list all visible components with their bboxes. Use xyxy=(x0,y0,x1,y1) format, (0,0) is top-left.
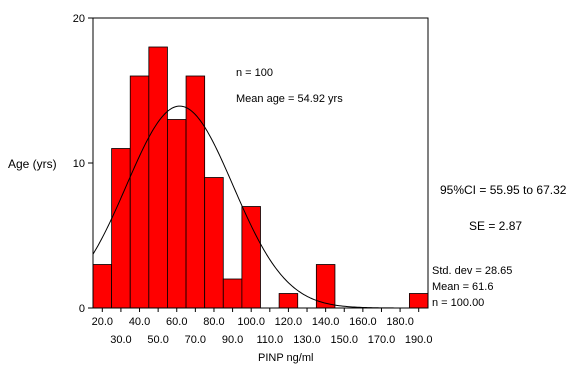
ci-annotation: 95%CI = 55.95 to 67.32 xyxy=(440,183,567,197)
y-axis-ticks: 0 10 20 xyxy=(73,13,93,315)
bar-80.0 xyxy=(204,177,224,309)
x-tick-label: 50.0 xyxy=(147,334,168,346)
x-tick-label: 190.0 xyxy=(405,334,433,346)
x-tick-label: 180.0 xyxy=(386,316,414,328)
x-axis-ticks: 20.0 30.0 40.0 50.0 60.0 70.0 80.0 90.0 100.0 110… xyxy=(92,308,433,346)
x-tick-label: 130.0 xyxy=(293,334,321,346)
x-tick-label: 110.0 xyxy=(256,334,283,346)
y-tick-label: 10 xyxy=(73,158,85,170)
y-tick-label: 20 xyxy=(73,13,85,25)
x-tick-label: 90.0 xyxy=(222,334,243,346)
bar-70.0 xyxy=(185,75,206,309)
bar-100.0 xyxy=(241,206,261,309)
bar-30.0 xyxy=(111,148,131,309)
stats-n: n = 100.00 xyxy=(432,297,485,309)
x-tick-label: 60.0 xyxy=(166,316,187,328)
bars-group xyxy=(92,46,429,309)
x-tick-label: 20.0 xyxy=(92,316,113,328)
y-tick-label: 0 xyxy=(79,303,85,315)
x-tick-label: 30.0 xyxy=(110,334,131,346)
x-tick-label: 150.0 xyxy=(330,334,358,346)
bar-50.0 xyxy=(148,46,168,309)
bar-60.0 xyxy=(167,119,187,309)
x-tick-label: 160.0 xyxy=(349,316,377,328)
x-axis-label: PINP ng/ml xyxy=(258,352,314,364)
x-tick-label: 170.0 xyxy=(368,334,396,346)
stats-mean: Mean = 61.6 xyxy=(432,281,494,293)
x-tick-label: 100.0 xyxy=(237,316,265,328)
x-tick-label: 70.0 xyxy=(185,334,206,346)
se-annotation: SE = 2.87 xyxy=(469,219,523,233)
y-axis-label: Age (yrs) xyxy=(8,157,57,171)
mean-age-annotation: Mean age = 54.92 yrs xyxy=(236,93,343,105)
x-tick-label: 80.0 xyxy=(203,316,224,328)
x-tick-label: 140.0 xyxy=(312,316,340,328)
bar-90.0 xyxy=(222,278,243,309)
bar-190.0 xyxy=(408,293,429,309)
stats-std-dev: Std. dev = 28.65 xyxy=(432,265,513,277)
bar-40.0 xyxy=(129,75,150,309)
bar-120.0 xyxy=(278,293,299,309)
x-tick-label: 120.0 xyxy=(275,316,303,328)
x-tick-label: 40.0 xyxy=(129,316,150,328)
n-annotation: n = 100 xyxy=(236,67,274,79)
bar-20.0 xyxy=(92,264,113,309)
